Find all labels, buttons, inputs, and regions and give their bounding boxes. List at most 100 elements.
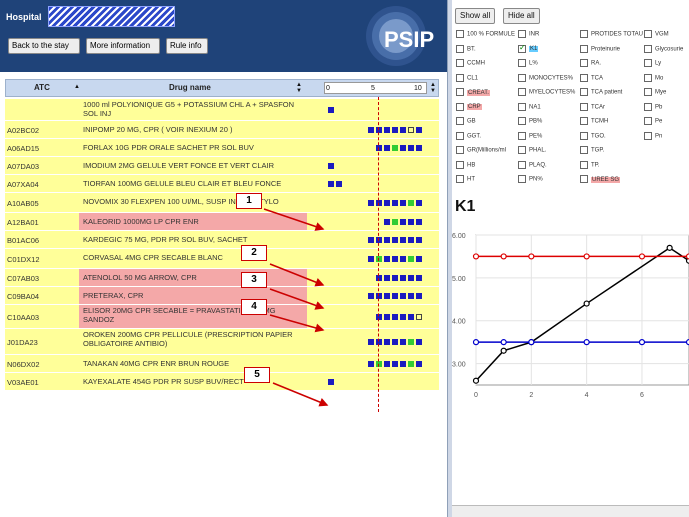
- dose-marker[interactable]: [376, 339, 382, 345]
- checkbox[interactable]: [644, 131, 652, 140]
- checkbox[interactable]: [518, 160, 526, 169]
- lab-toggle[interactable]: PHAL.: [518, 146, 546, 156]
- lab-toggle[interactable]: TGP.: [580, 146, 604, 156]
- lab-toggle[interactable]: TCAr: [580, 102, 605, 113]
- lab-toggle[interactable]: MONOCYTES%: [518, 73, 573, 84]
- dose-marker[interactable]: [400, 314, 406, 320]
- checkbox[interactable]: [456, 146, 464, 154]
- dose-marker[interactable]: [328, 379, 334, 385]
- pane-splitter[interactable]: [447, 0, 452, 517]
- lab-toggle[interactable]: CL1: [456, 73, 478, 84]
- checkbox[interactable]: [456, 44, 464, 53]
- lab-toggle[interactable]: TCA patient: [580, 88, 622, 98]
- lab-toggle[interactable]: TGO.: [580, 131, 606, 142]
- dose-change-marker[interactable]: [408, 200, 414, 206]
- lab-toggle[interactable]: UREE SG: [580, 175, 621, 185]
- dose-marker[interactable]: [368, 361, 374, 367]
- lab-toggle[interactable]: CCMH: [456, 59, 485, 69]
- checkbox[interactable]: [580, 30, 588, 38]
- dose-marker[interactable]: [336, 181, 342, 187]
- lab-toggle[interactable]: 100 % FORMULE: [456, 30, 515, 40]
- dose-marker[interactable]: [416, 145, 422, 151]
- table-row[interactable]: C01DX12 CORVASAL 4MG CPR SECABLE BLANC: [5, 249, 439, 269]
- dose-change-marker[interactable]: [392, 219, 398, 225]
- dose-marker[interactable]: [376, 145, 382, 151]
- dose-marker[interactable]: [408, 219, 414, 225]
- lab-toggle[interactable]: TCMH: [580, 117, 608, 127]
- lab-toggle[interactable]: GB: [456, 117, 476, 127]
- dose-marker[interactable]: [328, 107, 334, 113]
- checkbox[interactable]: [456, 131, 464, 140]
- checkbox[interactable]: [518, 88, 526, 96]
- checkbox[interactable]: [518, 59, 526, 67]
- checkbox[interactable]: [518, 146, 526, 154]
- checkbox[interactable]: [456, 88, 464, 96]
- dose-marker[interactable]: [416, 237, 422, 243]
- lab-toggle[interactable]: GR(Millions/ml: [456, 146, 506, 156]
- dose-marker[interactable]: [416, 127, 422, 133]
- dose-marker[interactable]: [408, 314, 414, 320]
- show-all-button[interactable]: Show all: [455, 8, 496, 24]
- dose-marker[interactable]: [416, 219, 422, 225]
- dose-change-marker[interactable]: [376, 256, 382, 262]
- dose-marker[interactable]: [400, 237, 406, 243]
- table-row[interactable]: J01DA23 OROKEN 200MG CPR PELLICULE (PRESC…: [5, 329, 439, 355]
- checkbox[interactable]: [580, 59, 588, 67]
- dose-marker[interactable]: [416, 314, 422, 320]
- drug-name-column-header[interactable]: Drug name: [169, 83, 211, 92]
- lab-toggle[interactable]: Proteinurie: [580, 44, 620, 55]
- dose-marker[interactable]: [376, 237, 382, 243]
- dose-marker[interactable]: [384, 293, 390, 299]
- lab-toggle[interactable]: PE%: [518, 131, 542, 142]
- checkbox[interactable]: [518, 30, 526, 38]
- dose-marker[interactable]: [400, 127, 406, 133]
- table-row[interactable]: C10AA03 ELISOR 20MG CPR SECABLE = PRAVAST…: [5, 305, 439, 329]
- dose-marker[interactable]: [384, 200, 390, 206]
- dose-marker[interactable]: [400, 293, 406, 299]
- dose-change-marker[interactable]: [392, 145, 398, 151]
- dose-change-marker[interactable]: [408, 361, 414, 367]
- checkbox[interactable]: [456, 73, 464, 82]
- dose-marker[interactable]: [384, 256, 390, 262]
- checkbox[interactable]: [456, 30, 464, 38]
- dose-marker[interactable]: [392, 200, 398, 206]
- lab-toggle[interactable]: Pn: [644, 131, 662, 142]
- dose-marker[interactable]: [408, 127, 414, 133]
- dose-marker[interactable]: [384, 219, 390, 225]
- table-row[interactable]: A07DA03 IMODIUM 2MG GELULE VERT FONCE ET …: [5, 157, 439, 175]
- lab-toggle[interactable]: Mye: [644, 88, 666, 98]
- lab-toggle[interactable]: HT: [456, 175, 475, 185]
- dose-marker[interactable]: [408, 275, 414, 281]
- dose-marker[interactable]: [400, 275, 406, 281]
- dose-marker[interactable]: [384, 339, 390, 345]
- checkbox[interactable]: [518, 43, 526, 53]
- dose-marker[interactable]: [416, 339, 422, 345]
- checkbox[interactable]: [644, 30, 652, 38]
- checkbox[interactable]: [644, 117, 652, 125]
- dose-marker[interactable]: [328, 163, 334, 169]
- checkbox[interactable]: [580, 175, 588, 183]
- lab-toggle[interactable]: INR: [518, 30, 539, 40]
- table-row[interactable]: N06DX02 TANAKAN 40MG CPR ENR BRUN ROUGE: [5, 355, 439, 373]
- checkbox[interactable]: [456, 160, 464, 169]
- dose-marker[interactable]: [392, 237, 398, 243]
- lab-toggle[interactable]: CRP: [456, 102, 482, 113]
- checkbox[interactable]: [580, 160, 588, 169]
- dose-marker[interactable]: [392, 275, 398, 281]
- dose-marker[interactable]: [384, 237, 390, 243]
- lab-toggle[interactable]: K1: [518, 43, 539, 55]
- checkbox[interactable]: [580, 146, 588, 154]
- checkbox[interactable]: [580, 102, 588, 111]
- table-row[interactable]: C09BA04 PRETERAX, CPR: [5, 287, 439, 305]
- table-row[interactable]: B01AC06 KARDEGIC 75 MG, PDR PR SOL BUV, S…: [5, 231, 439, 249]
- lab-toggle[interactable]: PLAQ.: [518, 160, 547, 171]
- table-row[interactable]: C07AB03 ATENOLOL 50 MG ARROW, CPR: [5, 269, 439, 287]
- dose-marker[interactable]: [328, 181, 334, 187]
- dose-marker[interactable]: [376, 200, 382, 206]
- checkbox[interactable]: [456, 59, 464, 67]
- dose-marker[interactable]: [408, 145, 414, 151]
- table-row[interactable]: A06AD15 FORLAX 10G PDR ORALE SACHET PR SO…: [5, 139, 439, 157]
- table-row[interactable]: A02BC02 INIPOMP 20 MG, CPR ( VOIR INEXIUM…: [5, 121, 439, 139]
- dose-marker[interactable]: [392, 293, 398, 299]
- horizontal-scrollbar[interactable]: [452, 505, 689, 517]
